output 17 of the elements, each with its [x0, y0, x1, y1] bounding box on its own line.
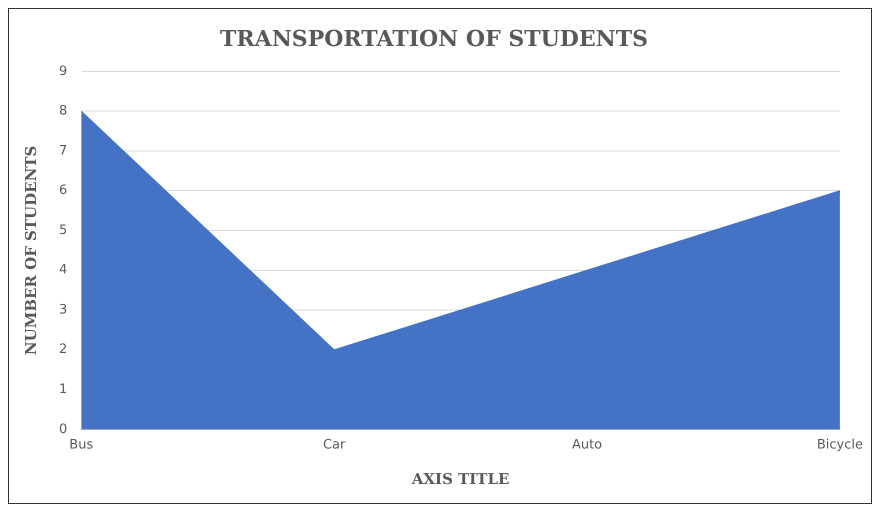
chart-title: TRANSPORTATION OF STUDENTS: [220, 26, 648, 52]
y-tick-label: 2: [58, 342, 68, 358]
y-tick-label: 7: [58, 143, 68, 158]
y-tick-label: 0: [58, 422, 68, 437]
y-tick-label: 8: [58, 104, 68, 119]
x-tick-label: Car: [322, 438, 346, 453]
y-tick-label: 3: [58, 302, 68, 318]
x-tick-label: Bicycle: [816, 438, 864, 453]
y-tick-label: 4: [58, 262, 68, 278]
y-tick-label: 5: [58, 222, 68, 238]
y-tick-label: 9: [58, 64, 68, 79]
x-tick-label: Auto: [572, 438, 602, 453]
x-axis-title: AXIS TITLE: [410, 470, 510, 488]
y-tick-label: 1: [58, 382, 68, 397]
x-tick-label: Bus: [69, 438, 94, 453]
y-tick-label: 6: [58, 183, 68, 198]
y-axis-title: NUMBER OF STUDENTS: [22, 146, 40, 356]
